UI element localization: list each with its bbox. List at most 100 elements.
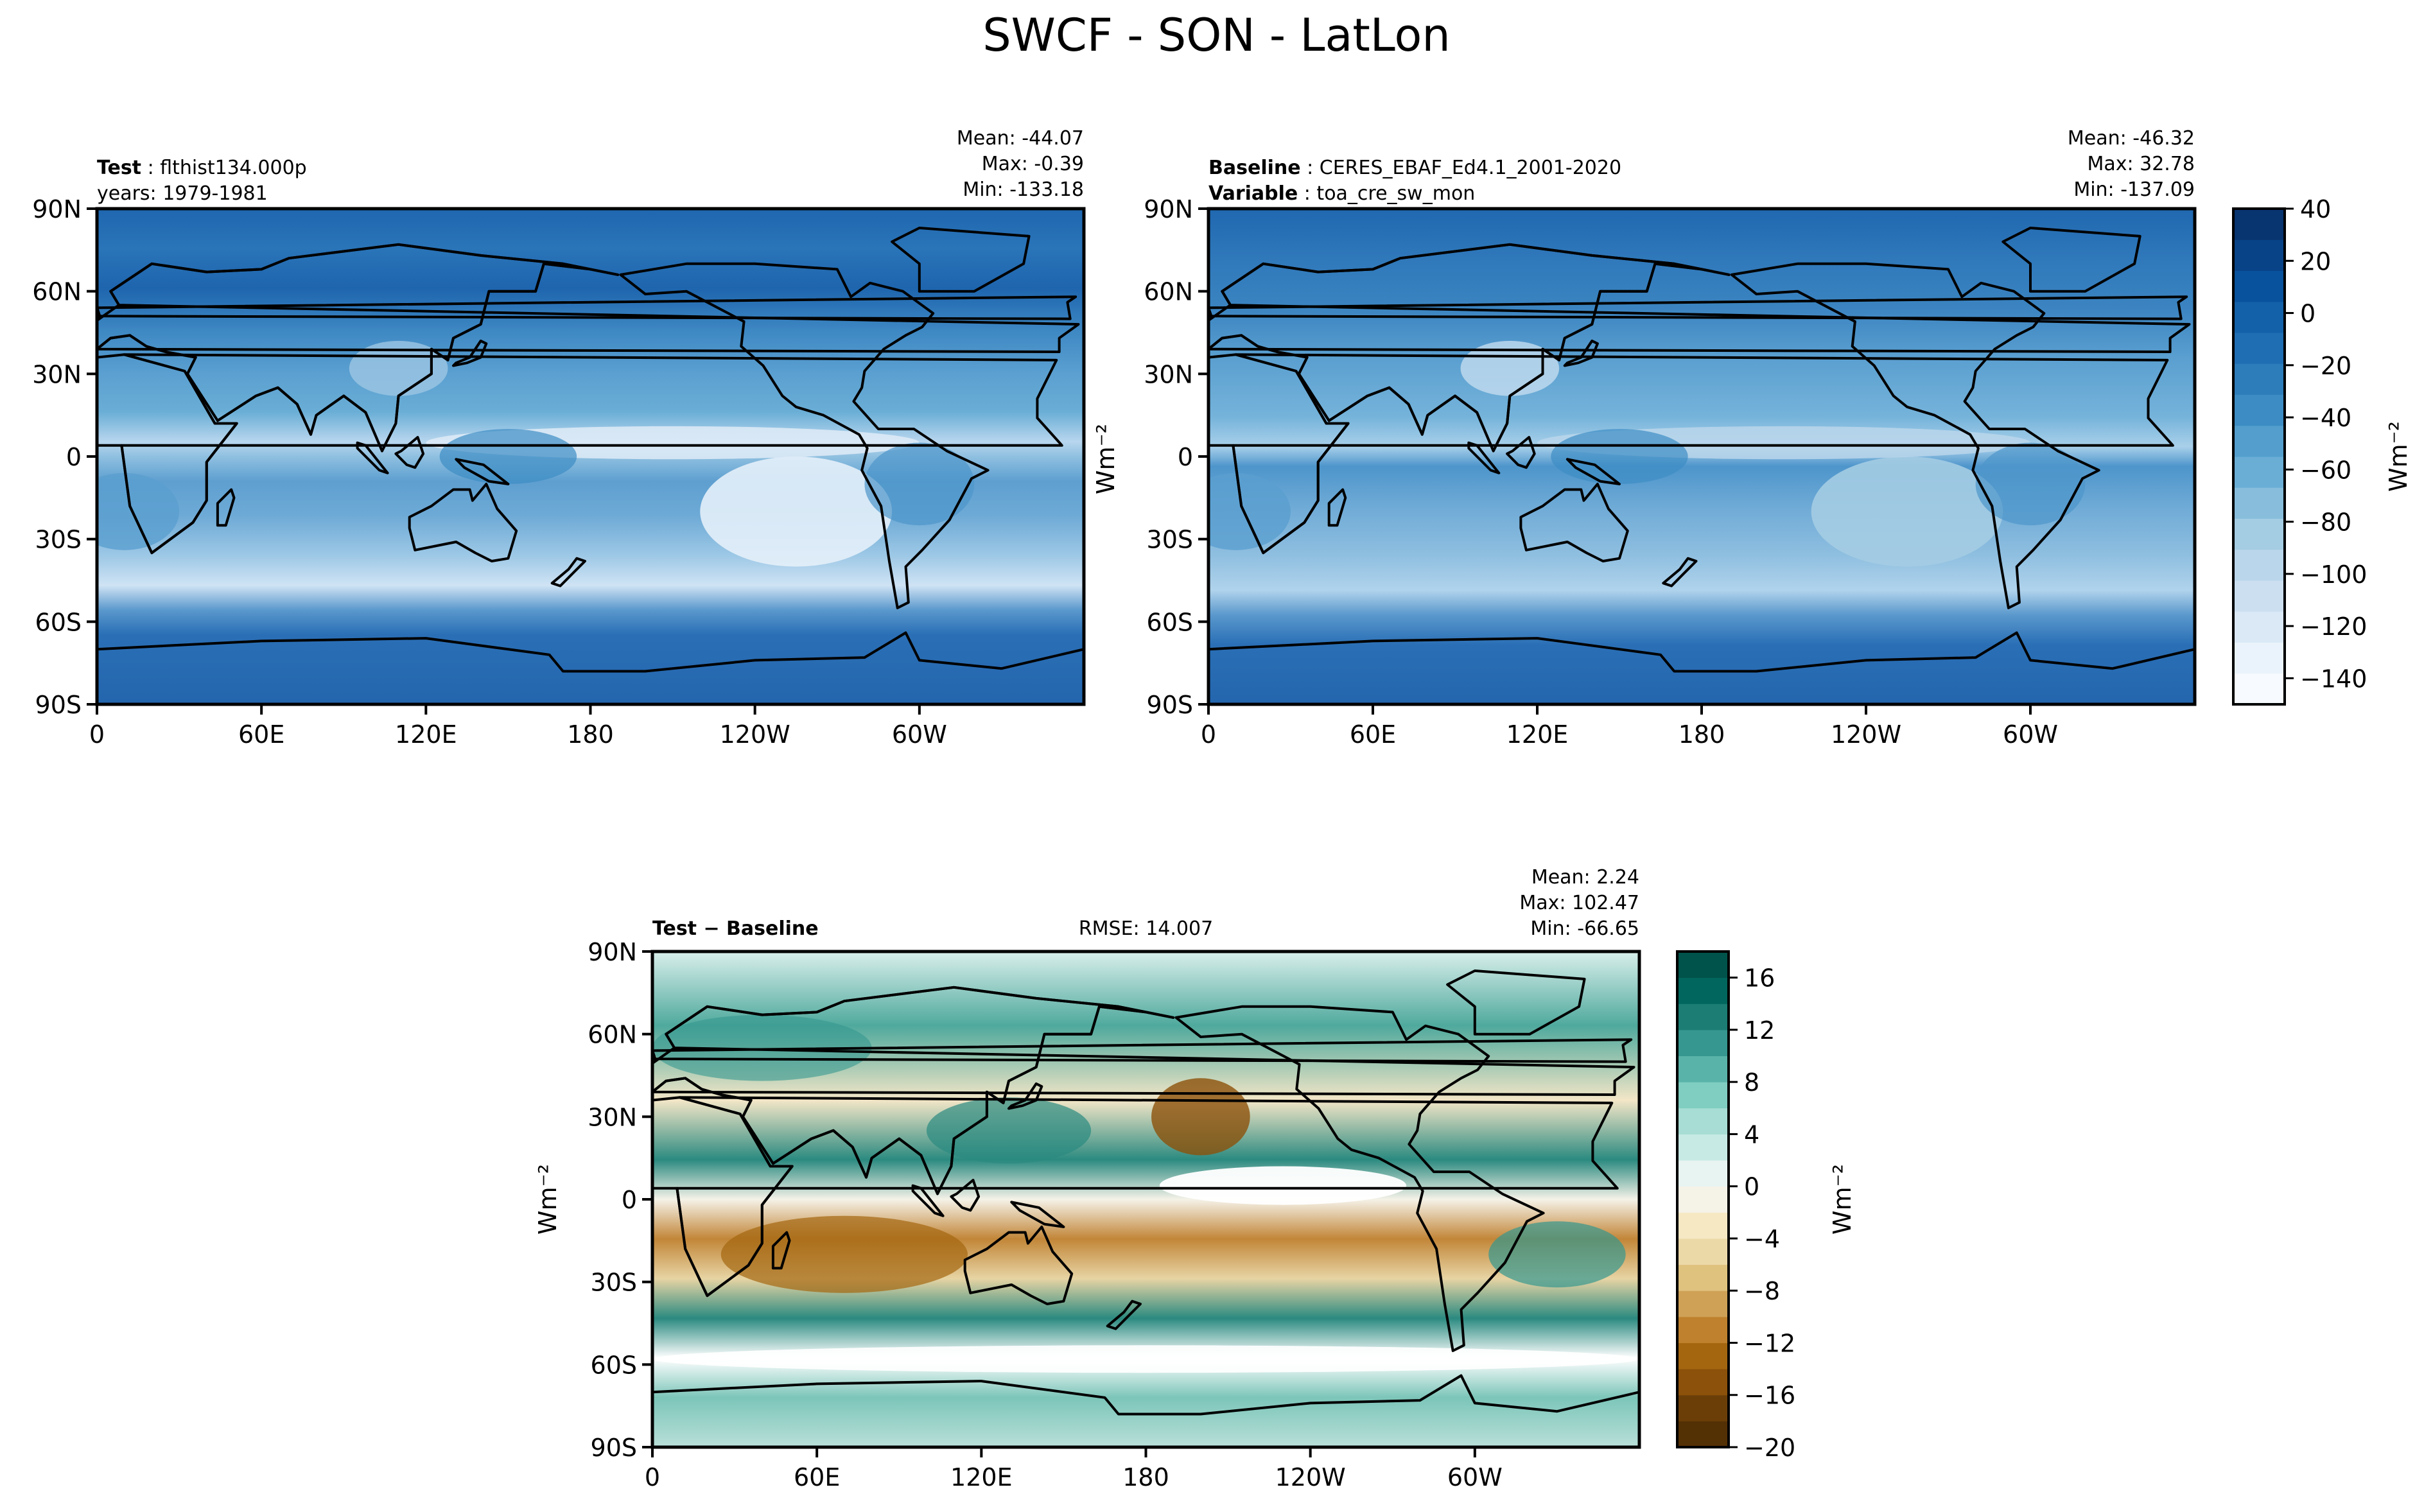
test-header-line1: Test : flthist134.000p [97,157,307,179]
bottom-colorbar-segment [1677,1186,1729,1213]
test-feature-asia [349,340,448,396]
bottom-colorbar-tick-label: 12 [1744,1016,1775,1045]
bottom-colorbar-segment [1677,1160,1729,1187]
top-colorbar-segment [2233,270,2285,302]
baseline-stat-max: Max: 32.78 [2087,153,2195,175]
top-colorbar-segment [2233,209,2285,240]
panel-diff: 0 60E 120E 180 120W 60W 90N 60N 30N 0 30S 60S 90S Tes… [534,866,1641,1491]
baseline-xtick-label: 120W [1831,720,1901,749]
bottom-colorbar-segment [1677,1004,1729,1030]
coastline-new-guinea [1010,1201,1065,1228]
baseline-ytick-label: 90S [1147,691,1193,719]
baseline-ytick-label: 90N [1144,195,1193,223]
diff-ytick-label: 0 [622,1186,637,1214]
diff-xtick-label: 60E [794,1463,840,1491]
bottom-colorbar-tick-label: −4 [1744,1225,1780,1253]
diff-rmse: RMSE: 14.007 [1079,917,1213,940]
test-ytick-label: 0 [66,443,82,471]
coastline-antarctica [97,631,1084,704]
baseline-ytick-label: 0 [1178,443,1193,471]
baseline-field [1208,209,2195,704]
bottom-colorbar-segment [1677,1316,1729,1343]
coastline-eurasia-wrap [652,986,1175,1195]
coastline-greenland [891,227,1031,293]
top-colorbar-segment [2233,425,2285,457]
top-colorbar-tick-label: 40 [2300,195,2331,223]
diff-feature-s-atlantic [1488,1221,1626,1288]
diff-axes: 0 60E 120E 180 120W 60W 90N 60N 30N 0 30S 60S 90S [588,938,1641,1491]
diff-xtick-label: 60W [1447,1463,1503,1491]
test-stat-max: Max: -0.39 [982,153,1084,175]
test-stat-min: Min: -133.18 [963,178,1084,201]
diff-feature-itcz-white [1159,1166,1407,1205]
test-header-value: : flthist134.000p [141,157,307,179]
coastline-madagascar [216,488,236,527]
baseline-variable-value: : toa_cre_sw_mon [1298,182,1475,205]
diff-feature-eurasia [652,1014,872,1081]
test-xtick-label: 0 [89,720,105,749]
test-xtick-label: 120W [720,720,790,749]
coastline-new-zealand [550,557,586,587]
coastline-americas [619,262,990,609]
diff-ytick-label: 90N [588,938,637,966]
diff-feature-n-pacific-dry [1151,1078,1250,1156]
bottom-colorbar-segment [1677,1264,1729,1291]
diff-xtick-label: 120W [1275,1463,1346,1491]
coastline-new-guinea [455,458,510,485]
coastline-borneo [950,1179,981,1212]
coastline-greenland [1446,969,1586,1036]
bottom-colorbar-frame [1676,950,1730,1448]
top-colorbar-tick-label: −60 [2300,456,2351,484]
test-feature-se-atlantic [97,473,180,550]
top-colorbar-label: Wm⁻² [2384,421,2412,492]
test-ytick-label: 90N [32,195,82,223]
coastline-uk [97,295,1077,320]
baseline-header-value: : CERES_EBAF_Ed4.1_2001-2020 [1301,157,1621,179]
diff-ytick-label: 60S [591,1351,637,1379]
diff-ylabel: Wm⁻² [534,1164,562,1235]
test-xtick-label: 60W [892,720,947,749]
top-colorbar-segment [2233,580,2285,612]
coastline-new-zealand [1106,1299,1142,1330]
bottom-colorbar-segment [1677,1134,1729,1161]
bottom-colorbar-segment [1677,1082,1729,1109]
top-colorbar-segment [2233,394,2285,426]
test-axes: 0 60E 120E 180 120W 60W 90N 60N 30N 0 30S 60S 90S [32,195,1086,749]
baseline-axes: 0 60E 120E 180 120W 60W 90N 60N 30N 0 30S 60S 90S [1144,195,2197,749]
coastline-greenland [2001,227,2141,293]
coastline-africa-wrap [652,1096,794,1298]
panel-test: 0 60E 120E 180 120W 60W 90N 60N 30N 0 30S 60S 90S Tes… [32,127,1086,749]
figure-title: SWCF - SON - LatLon [982,9,1451,62]
diff-ytick-label: 60N [588,1021,637,1049]
coastline-new-guinea [1565,458,1621,485]
test-ytick-label: 60N [32,278,82,306]
top-colorbar-tick-label: −40 [2300,404,2351,432]
diff-xtick-label: 180 [1122,1463,1169,1491]
diff-stat-max: Max: 102.47 [1519,892,1639,914]
coastline-new-zealand [1662,557,1698,587]
bottom-colorbar: 16 12 8 4 0 −4 −8 −12 −16 −20 Wm⁻² [1676,950,1856,1462]
coastline-madagascar [1327,488,1347,527]
bottom-colorbar-tick-label: −12 [1744,1329,1795,1357]
test-feature-se-pacific-stratocumulus [700,456,893,567]
top-colorbar-segment [2233,611,2285,643]
diff-feature-w-pacific [926,1097,1092,1164]
diff-stat-min: Min: -66.65 [1530,917,1639,940]
bottom-colorbar-tick-label: −8 [1744,1277,1780,1305]
baseline-coastlines [1208,227,2195,704]
test-stat-mean: Mean: -44.07 [957,127,1084,150]
test-ytick-label: 30N [32,360,82,388]
baseline-feature-asia [1460,340,1560,396]
coastline-uk [1208,295,2188,320]
baseline-xtick-label: 0 [1201,720,1216,749]
test-xtick-label: 120E [395,720,457,749]
diff-header-label: Test − Baseline [652,917,819,940]
top-colorbar-segment [2233,549,2285,581]
top-colorbar-tick-label: −120 [2300,613,2367,641]
coastline-americas [1174,1005,1545,1352]
bottom-colorbar-tick-label: −20 [1744,1434,1795,1462]
top-colorbar-segment [2233,487,2285,519]
coastline-australia [408,482,518,562]
bottom-colorbar-segment [1677,1212,1729,1239]
